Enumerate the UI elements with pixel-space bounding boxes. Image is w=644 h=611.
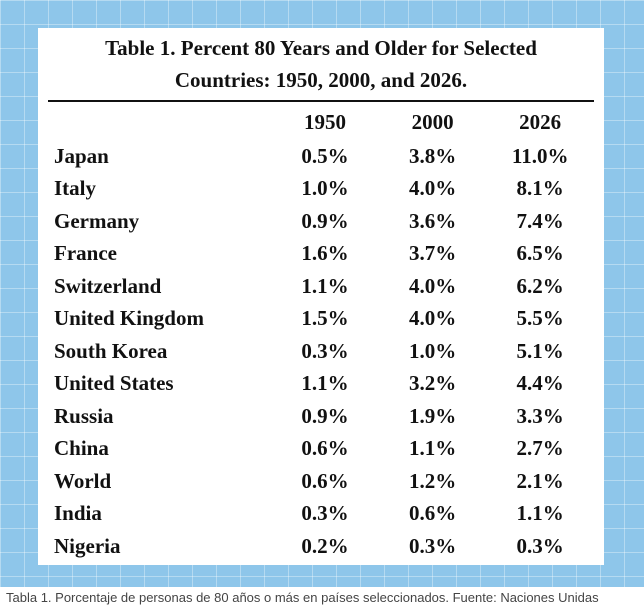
value-1950-cell: 0.9%	[301, 208, 349, 233]
country-cell: Germany	[54, 208, 140, 233]
table-row: United Kingdom 1.5% 4.0% 5.5%	[48, 303, 594, 336]
value-2000-cell: 3.8%	[408, 143, 457, 168]
table-title-line-1: Table 1. Percent 80 Years and Older for …	[105, 36, 537, 60]
country-cell: United States	[54, 371, 174, 396]
value-2026-cell: 2.1%	[516, 468, 564, 493]
value-1950-cell: 1.1%	[301, 371, 349, 396]
table-row: China 0.6% 1.1% 2.7%	[48, 433, 594, 466]
table-row: Italy 1.0% 4.0% 8.1%	[48, 173, 594, 206]
table-row: Switzerland 1.1% 4.0% 6.2%	[48, 270, 594, 303]
table-row: Nigeria 0.2% 0.3% 0.3%	[48, 530, 594, 563]
table-row: South Korea 0.3% 1.0% 5.1%	[48, 335, 594, 368]
value-2000-cell: 3.6%	[408, 208, 457, 233]
table-row: World 0.6% 1.2% 2.1%	[48, 465, 594, 498]
value-2026-cell: 6.5%	[516, 241, 564, 266]
value-2000-cell: 0.6%	[408, 501, 457, 526]
image-frame: Table 1. Percent 80 Years and Older for …	[0, 0, 644, 587]
value-2000-cell: 1.0%	[408, 338, 457, 363]
value-2000-cell: 3.7%	[408, 241, 457, 266]
value-1950-cell: 0.3%	[301, 338, 349, 363]
value-2000-cell: 1.9%	[408, 403, 457, 428]
header-1950: 1950	[304, 109, 346, 134]
value-1950-cell: 1.6%	[301, 241, 349, 266]
table-row: United States 1.1% 3.2% 4.4%	[48, 368, 594, 401]
header-rule	[48, 100, 594, 102]
value-1950-cell: 0.5%	[301, 143, 349, 168]
value-2026-cell: 3.3%	[516, 403, 564, 428]
value-2000-cell: 1.2%	[408, 468, 457, 493]
table-row: Germany 0.9% 3.6% 7.4%	[48, 205, 594, 238]
country-cell: World	[54, 468, 112, 493]
value-1950-cell: 0.9%	[301, 403, 349, 428]
value-2026-cell: 6.2%	[516, 273, 564, 298]
value-2000-cell: 0.3%	[408, 533, 457, 558]
value-2026-cell: 4.4%	[516, 371, 564, 396]
value-2026-cell: 7.4%	[516, 208, 564, 233]
value-2026-cell: 5.1%	[516, 338, 564, 363]
value-1950-cell: 0.3%	[301, 501, 349, 526]
country-cell: India	[54, 501, 102, 526]
table-row: India 0.3% 0.6% 1.1%	[48, 498, 594, 531]
value-2026-cell: 0.3%	[516, 533, 564, 558]
country-cell: Switzerland	[54, 273, 162, 298]
country-cell: Italy	[54, 176, 96, 201]
value-2000-cell: 4.0%	[408, 306, 457, 331]
table-row: France 1.6% 3.7% 6.5%	[48, 238, 594, 271]
value-2026-cell: 2.7%	[516, 436, 564, 461]
table-header-row: 1950 2000 2026	[48, 104, 594, 140]
value-1950-cell: 1.5%	[301, 306, 349, 331]
value-1950-cell: 0.6%	[301, 436, 349, 461]
header-2026: 2026	[519, 109, 562, 134]
value-2000-cell: 4.0%	[408, 176, 457, 201]
country-cell: United Kingdom	[54, 306, 204, 331]
percent-80-table: 1950 2000 2026 Japan 0.5% 3.8% 11.0% Italy 1.…	[48, 104, 594, 563]
value-1950-cell: 0.2%	[301, 533, 349, 558]
data-table-card: Table 1. Percent 80 Years and Older for …	[38, 28, 604, 565]
table-row: Russia 0.9% 1.9% 3.3%	[48, 400, 594, 433]
country-cell: France	[54, 241, 117, 266]
value-2026-cell: 1.1%	[516, 501, 564, 526]
value-1950-cell: 1.0%	[301, 176, 349, 201]
value-1950-cell: 0.6%	[301, 468, 349, 493]
country-cell: China	[54, 436, 109, 461]
header-2000: 2000	[411, 109, 454, 134]
value-2000-cell: 4.0%	[408, 273, 457, 298]
table-title-line-2: Countries: 1950, 2000, and 2026.	[174, 68, 468, 92]
value-2000-cell: 3.2%	[408, 371, 457, 396]
table-title: Table 1. Percent 80 Years and Older for …	[38, 28, 604, 96]
value-1950-cell: 1.1%	[301, 273, 349, 298]
value-2000-cell: 1.1%	[408, 436, 457, 461]
value-2026-cell: 11.0%	[511, 143, 569, 168]
header-country	[48, 104, 271, 140]
table-row: Japan 0.5% 3.8% 11.0%	[48, 140, 594, 173]
image-caption: Tabla 1. Porcentaje de personas de 80 añ…	[6, 590, 599, 605]
value-2026-cell: 8.1%	[516, 176, 564, 201]
country-cell: Nigeria	[54, 533, 121, 558]
country-cell: South Korea	[54, 338, 168, 363]
country-cell: Russia	[54, 403, 114, 428]
value-2026-cell: 5.5%	[516, 306, 564, 331]
country-cell: Japan	[54, 143, 109, 168]
